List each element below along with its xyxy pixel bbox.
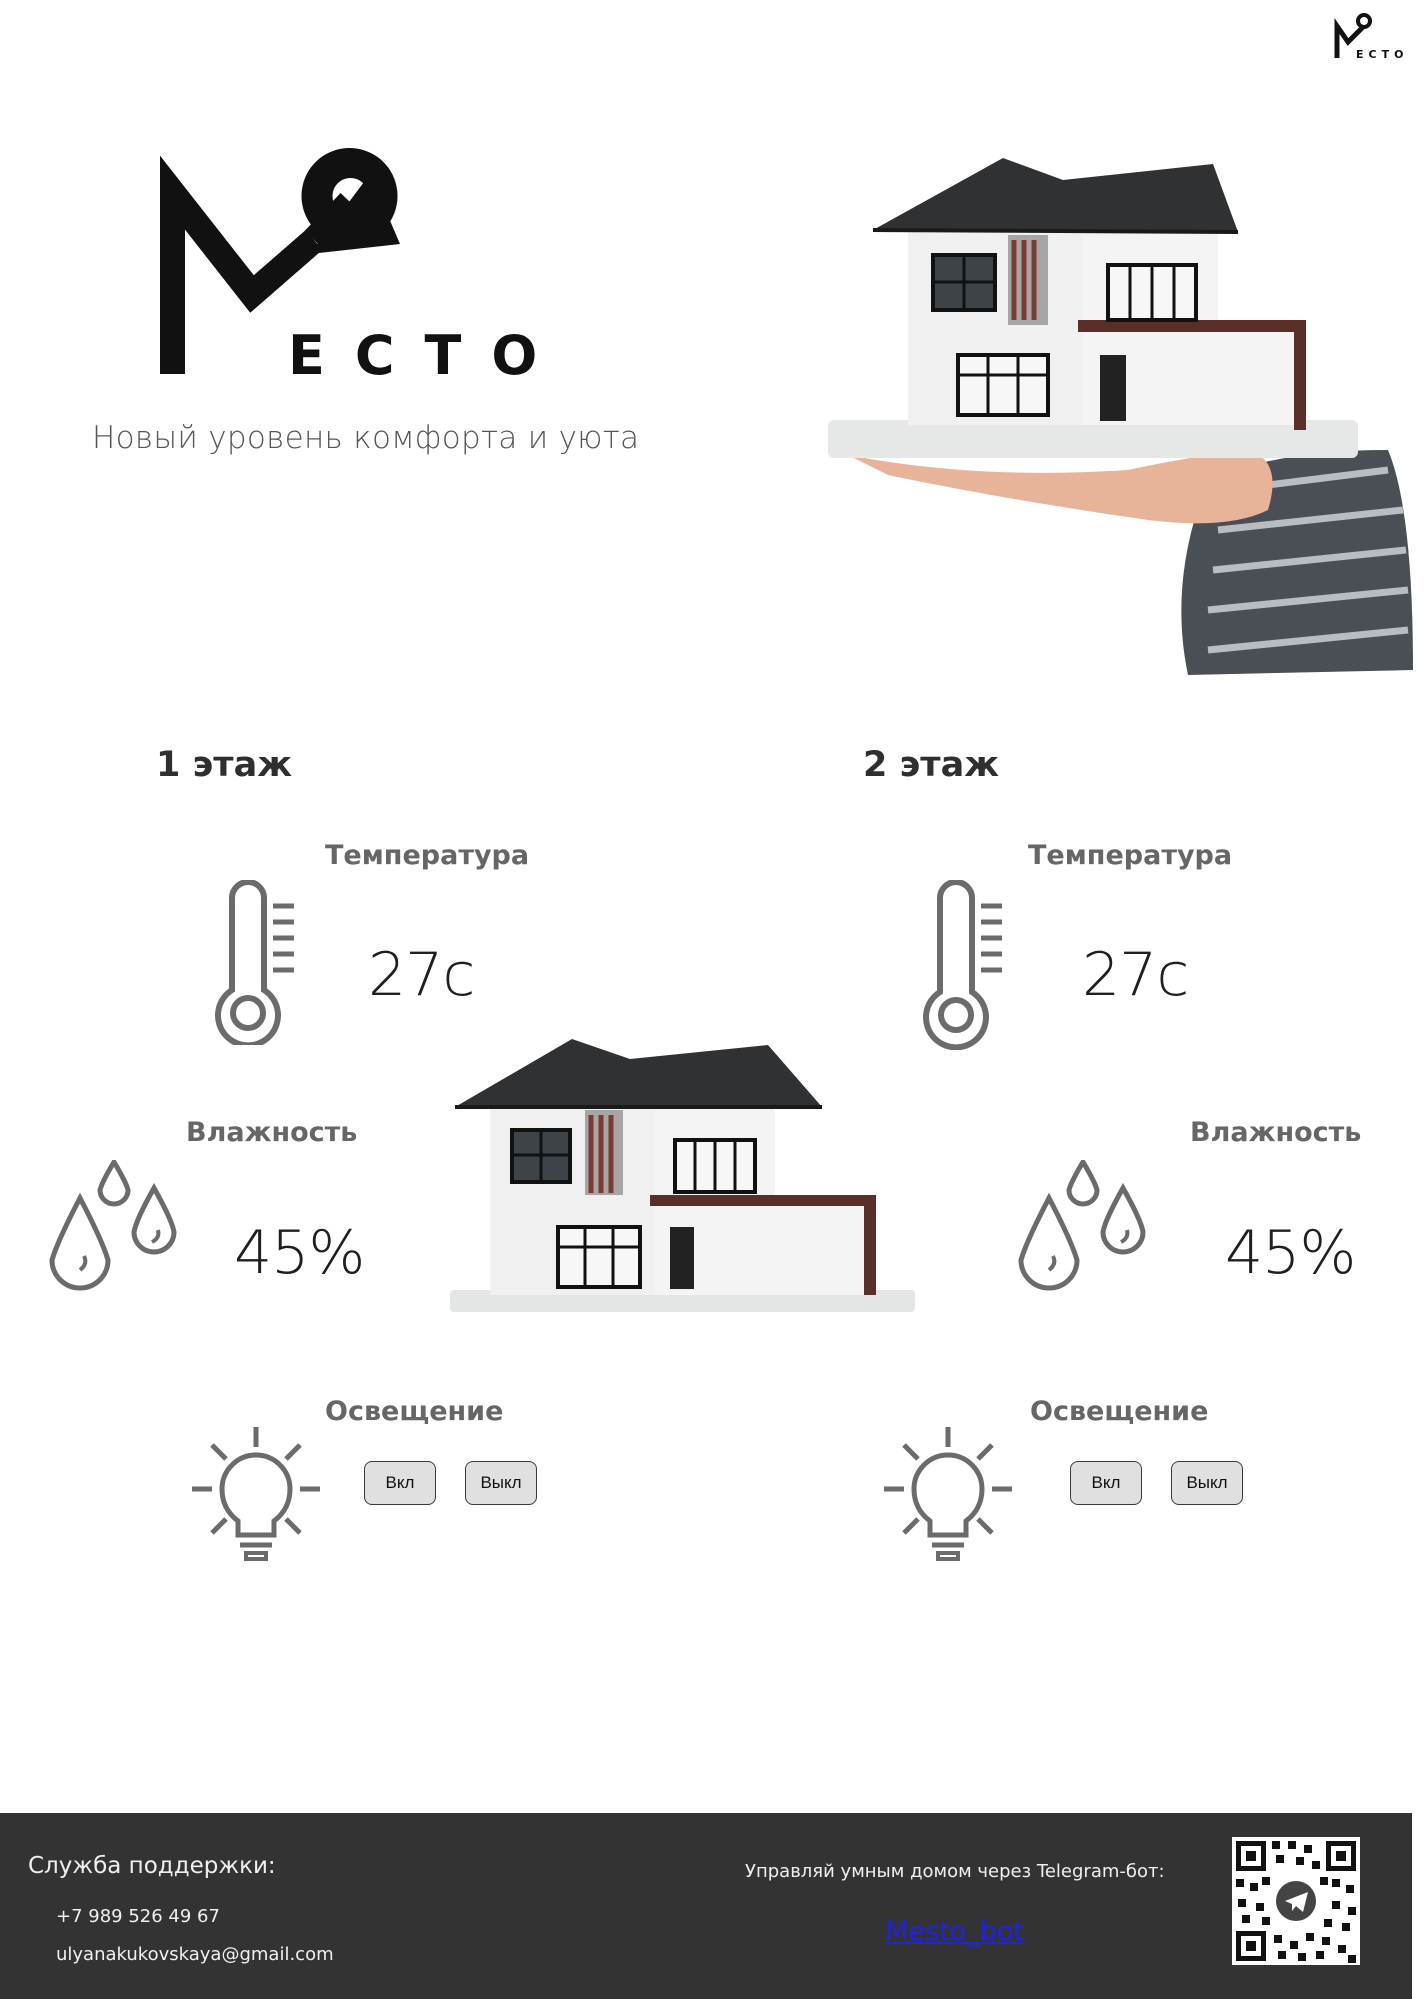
svg-text:ECTO: ECTO	[288, 324, 560, 380]
floor-1-light-on-button[interactable]: Вкл	[364, 1461, 436, 1505]
qr-code[interactable]	[1232, 1837, 1360, 1965]
droplets-icon	[1013, 1157, 1153, 1299]
floor-1-title: 1 этаж	[156, 745, 293, 785]
thermometer-icon	[906, 879, 1006, 1054]
floor-2-humidity-label: Влажность	[1190, 1117, 1362, 1148]
floor-2-lighting-label: Освещение	[1030, 1396, 1209, 1427]
footer: Служба поддержки: +7 989 526 49 67 ulyan…	[0, 1813, 1412, 1999]
support-title: Служба поддержки:	[28, 1853, 276, 1879]
thermometer-icon	[198, 879, 298, 1049]
floor-2-humidity-value: 45%	[1225, 1218, 1356, 1288]
svg-text:ECTO: ECTO	[1356, 48, 1408, 61]
floor-2-light-off-button[interactable]: Выкл	[1171, 1461, 1243, 1505]
floor-1-temperature-label: Температура	[325, 840, 530, 871]
floor-1-humidity-value: 45%	[234, 1218, 365, 1288]
tagline: Новый уровень комфорта и уюта	[92, 420, 640, 456]
telegram-promo-text: Управляй умным домом через Telegram-бот:	[745, 1861, 1165, 1882]
floor-2-light-on-button[interactable]: Вкл	[1070, 1461, 1142, 1505]
floor-1-light-off-button[interactable]: Выкл	[465, 1461, 537, 1505]
telegram-bot-link[interactable]: Mesto_bot	[885, 1916, 1024, 1947]
droplets-icon	[44, 1157, 184, 1299]
support-phone[interactable]: +7 989 526 49 67	[56, 1906, 220, 1927]
floor-1-humidity-label: Влажность	[186, 1117, 358, 1148]
hero-house-image	[828, 150, 1413, 675]
brand-logo: ECTO	[159, 144, 560, 387]
floor-1-temperature-value: 27c	[368, 940, 475, 1010]
house-image	[450, 1035, 920, 1317]
header-logo[interactable]: ECTO	[1334, 12, 1416, 62]
light-bulb-icon	[190, 1425, 322, 1569]
floor-2-temperature-value: 27c	[1082, 940, 1189, 1010]
floor-2-temperature-label: Температура	[1028, 840, 1233, 871]
light-bulb-icon	[882, 1425, 1014, 1569]
floor-2-title: 2 этаж	[863, 745, 1000, 785]
floor-1-lighting-label: Освещение	[325, 1396, 504, 1427]
support-email[interactable]: ulyanakukovskaya@gmail.com	[56, 1944, 334, 1965]
